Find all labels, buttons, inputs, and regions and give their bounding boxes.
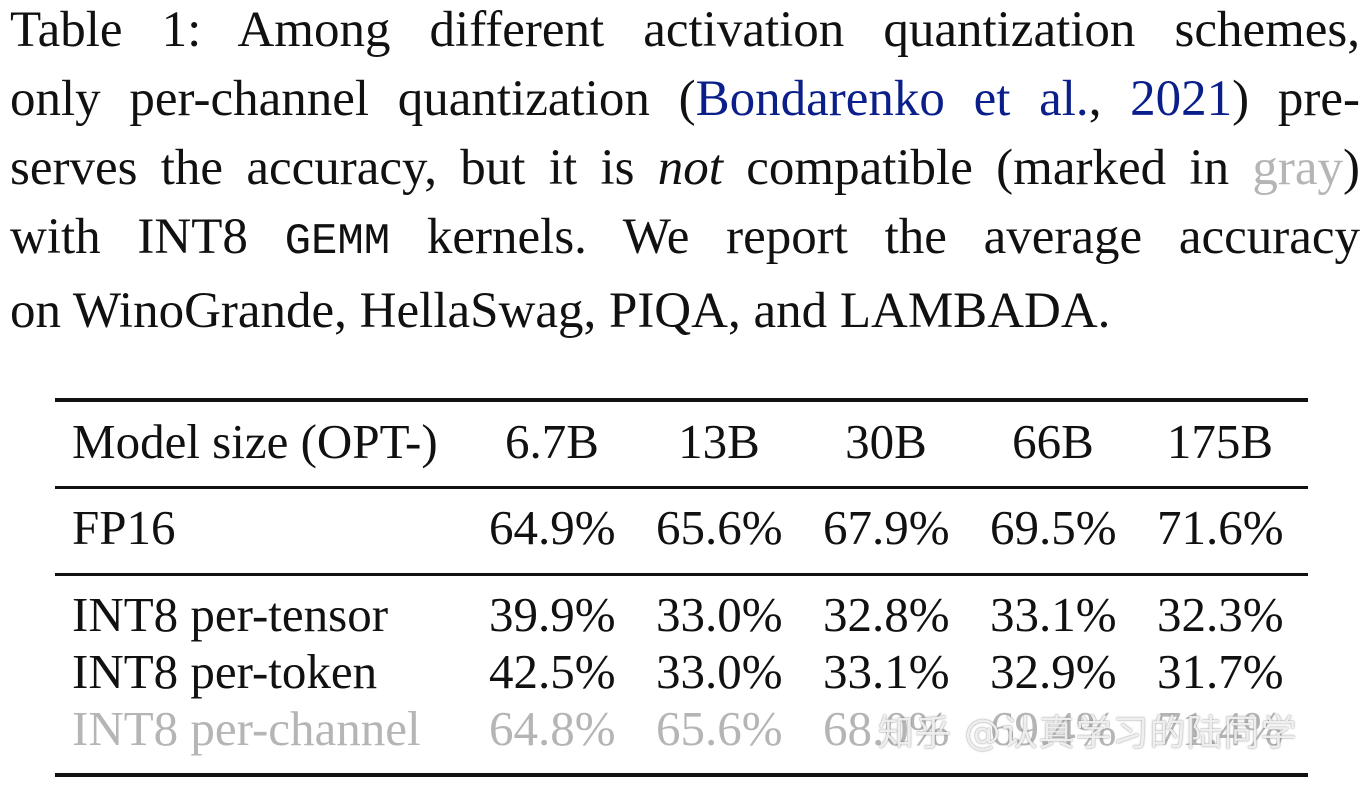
table-cell: 64.8% [489, 701, 616, 756]
caption-line-4: with INT8 GEMM kernels. We report the av… [10, 203, 1360, 277]
table-cell: 32.8% [823, 587, 950, 642]
table-cell: 42.5% [489, 644, 616, 699]
caption-line-5: on WinoGrande, HellaSwag, PIQA, and LAMB… [10, 283, 1111, 339]
caption-text: serves the accuracy, but it is [10, 140, 658, 196]
header-cell: 175B [1166, 414, 1274, 469]
table-header-rule [55, 486, 1308, 489]
table-cell: 33.0% [656, 587, 783, 642]
table-cell: 65.6% [656, 500, 783, 555]
caption-text: ) [1343, 140, 1360, 196]
table-cell: 64.9% [489, 500, 616, 555]
header-cell: 30B [845, 414, 927, 469]
caption-line-1: Table 1: Among different activation quan… [10, 2, 1360, 58]
table-cell: 33.1% [990, 587, 1117, 642]
table-row: INT8 per-token 42.5% 33.0% 33.1% 32.9% 3… [55, 644, 1308, 700]
citation-year-link[interactable]: 2021 [1130, 71, 1233, 127]
caption-line-2: only per-channel quantization (Bondarenk… [10, 65, 1360, 134]
row-label: INT8 per-channel [72, 701, 421, 756]
table-cell: 71.4% [1157, 701, 1284, 756]
citation-author-link[interactable]: Bondarenko et al. [695, 71, 1089, 127]
caption-text: kernels. We report the average accuracy [390, 209, 1361, 265]
table-cell: 67.9% [823, 500, 950, 555]
caption-text: compatible (marked in [722, 140, 1253, 196]
table-row: FP16 64.9% 65.6% 67.9% 69.5% 71.6% [55, 500, 1308, 556]
header-cell: 66B [1012, 414, 1094, 469]
caption-code: GEMM [284, 217, 391, 267]
header-cell: 6.7B [505, 414, 599, 469]
table-cell: 69.4% [990, 701, 1117, 756]
caption-text: , [1088, 71, 1131, 127]
table-caption: Table 1: Among different activation quan… [10, 0, 1360, 346]
row-label: INT8 per-token [72, 644, 378, 699]
header-cell: 13B [678, 414, 760, 469]
table-cell: 68.0% [823, 701, 950, 756]
caption-text: only per-channel quantization ( [10, 71, 696, 127]
table-cell: 32.9% [990, 644, 1117, 699]
caption-text: ) pre- [1232, 71, 1360, 127]
table-cell: 71.6% [1157, 500, 1284, 555]
caption-line-3: serves the accuracy, but it is not compa… [10, 134, 1360, 203]
watermark: 知乎 @认真学习的陆同学 [878, 713, 1298, 754]
table-top-rule [55, 398, 1308, 402]
table-cell: 32.3% [1157, 587, 1284, 642]
row-label: INT8 per-tensor [72, 587, 389, 642]
table-cell: 33.0% [656, 644, 783, 699]
table-cell: 39.9% [489, 587, 616, 642]
header-cell: Model size (OPT-) [72, 414, 438, 469]
table-row-gray: INT8 per-channel 64.8% 65.6% 68.0% 69.4%… [55, 701, 1308, 757]
caption-gray-word: gray [1252, 140, 1344, 196]
table-cell: 69.5% [990, 500, 1117, 555]
caption-emphasis: not [657, 140, 723, 196]
caption-text: with INT8 [10, 209, 285, 265]
table-bottom-rule [55, 773, 1308, 777]
table-cell: 33.1% [823, 644, 950, 699]
table-header-row: Model size (OPT-) 6.7B 13B 30B 66B 175B [55, 414, 1308, 470]
row-label: FP16 [72, 500, 176, 555]
table-row: INT8 per-tensor 39.9% 33.0% 32.8% 33.1% … [55, 587, 1308, 643]
table-mid-rule [55, 573, 1308, 576]
table-cell: 65.6% [656, 701, 783, 756]
table-cell: 31.7% [1157, 644, 1284, 699]
